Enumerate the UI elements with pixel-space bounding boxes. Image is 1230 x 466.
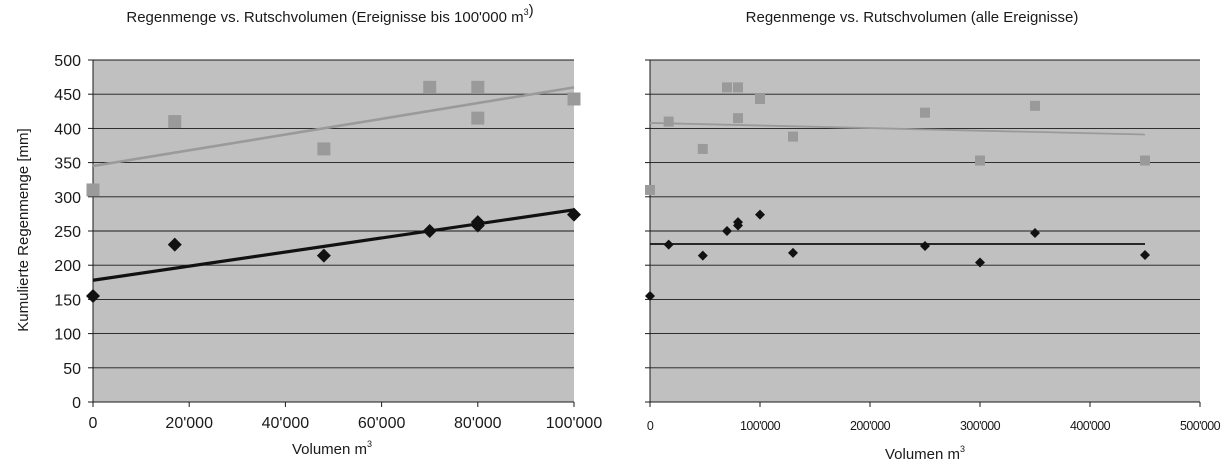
trend-line [92, 208, 575, 282]
data-point-square [86, 183, 100, 197]
chart-title: Regenmenge vs. Rutschvolumen (alle Ereig… [746, 9, 1079, 26]
data-point-diamond [755, 209, 765, 220]
y-tick-label: 50 [63, 361, 81, 378]
data-point-square [733, 113, 743, 124]
data-point-diamond [697, 250, 708, 261]
data-point-diamond [1140, 249, 1150, 260]
data-point-square [317, 142, 331, 156]
data-point-square [1140, 155, 1150, 166]
y-tick-label: 500 [54, 53, 81, 70]
data-point-square [168, 115, 182, 129]
data-point-square [722, 82, 732, 93]
y-tick-label: 150 [54, 292, 81, 309]
series-2 [86, 207, 581, 303]
x-tick-label: 100'000 [740, 419, 781, 433]
x-axis-label: Volumen m3 [292, 439, 372, 458]
data-point-diamond [788, 247, 798, 258]
data-point-square [733, 82, 743, 93]
x-tick-label: 60'000 [358, 415, 406, 432]
data-point-diamond [645, 290, 655, 301]
y-axis-label: Kumulierte Regenmenge [mm] [15, 128, 32, 331]
data-point-diamond [316, 248, 331, 263]
trend-line [649, 122, 1146, 136]
data-point-square [645, 184, 655, 195]
y-tick-label: 100 [54, 327, 81, 344]
series-1 [86, 80, 581, 197]
data-point-square [423, 80, 437, 94]
y-tick-label: 350 [54, 156, 81, 173]
y-tick-label: 300 [54, 190, 81, 207]
series-1 [645, 82, 1150, 195]
data-point-diamond [663, 239, 674, 250]
data-point-square [697, 143, 708, 154]
data-point-diamond [86, 288, 100, 303]
x-tick-label: 40'000 [262, 415, 310, 432]
data-point-diamond [1030, 228, 1040, 239]
y-tick-label: 450 [54, 87, 81, 104]
x-tick-label: 100'000 [546, 415, 603, 432]
data-point-diamond [422, 224, 437, 238]
data-point-square [975, 155, 985, 166]
chart-title: Regenmenge vs. Rutschvolumen (Ereignisse… [126, 2, 533, 26]
x-tick-label: 0 [647, 419, 654, 433]
x-tick-label: 80'000 [454, 415, 502, 432]
x-tick-label: 500'000 [1180, 419, 1221, 433]
x-tick-label: 200'000 [850, 419, 891, 433]
x-tick-label: 0 [89, 415, 98, 432]
x-axis-label: Volumen m3 [885, 444, 965, 463]
y-tick-label: 400 [54, 121, 81, 138]
y-tick-label: 200 [54, 258, 81, 275]
data-point-diamond [567, 207, 581, 222]
data-point-square [1030, 100, 1040, 111]
trend-line [92, 86, 575, 168]
data-point-square [755, 93, 765, 104]
data-point-square [471, 111, 485, 125]
x-tick-label: 400'000 [1070, 419, 1111, 433]
y-tick-label: 250 [54, 224, 81, 241]
x-tick-label: 300'000 [960, 419, 1001, 433]
data-point-diamond [975, 257, 985, 268]
data-point-diamond [167, 237, 182, 252]
chart-1: 0 50 100 150 200 250 300 350 400 450 500 0 20'000 40'… [15, 2, 602, 458]
data-point-diamond [733, 220, 743, 231]
data-point-diamond [722, 226, 732, 236]
data-point-square [567, 92, 581, 106]
chart-2: 0 100'000 200'000 300'000 400'000 500'000 Rege… [645, 9, 1221, 463]
series-2 [645, 209, 1150, 301]
x-tick-label: 20'000 [165, 415, 213, 432]
data-point-square [920, 107, 930, 118]
data-point-square [471, 80, 485, 94]
y-tick-label: 0 [72, 395, 81, 412]
data-point-square [788, 131, 798, 142]
data-point-diamond [470, 218, 485, 233]
data-point-square [663, 116, 674, 127]
data-point-diamond [920, 241, 930, 252]
